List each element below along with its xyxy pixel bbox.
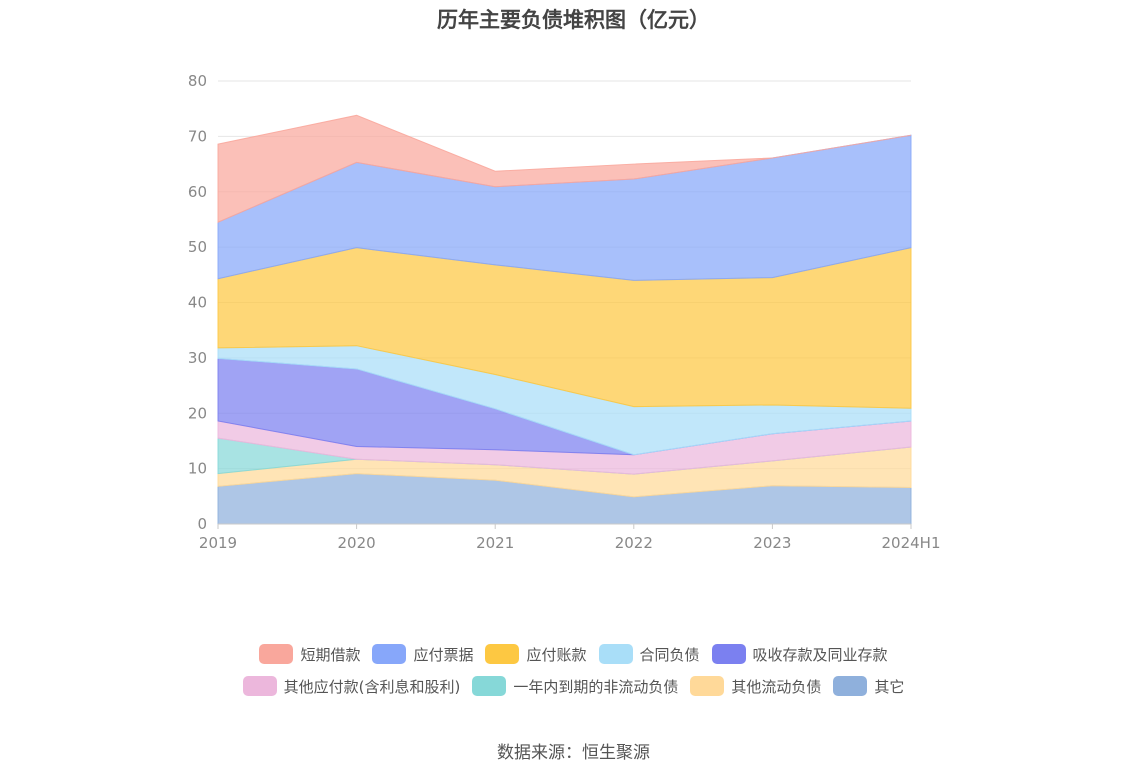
axes: 0 10 20 30 40 50 60 70 80 2019 2020 2021 2022 2023 202… xyxy=(188,72,941,552)
stacked-area-chart: 0 10 20 30 40 50 60 70 80 2019 2020 2021 2022 2023 202… xyxy=(188,72,941,552)
legend-swatch xyxy=(598,644,633,664)
legend-swatch xyxy=(242,676,277,696)
y-tick-label: 80 xyxy=(188,72,207,90)
legend-label: 其他应付款(含利息和股利) xyxy=(283,677,461,696)
legend-swatch xyxy=(690,676,725,696)
legend-label: 合同负债 xyxy=(639,645,700,664)
y-tick-label: 50 xyxy=(188,238,207,256)
source-note: 数据来源：恒生聚源 xyxy=(497,743,650,763)
area-series-短期借款 xyxy=(217,114,912,223)
legend-row: 短期借款 应付票据 应付账款 合同负债 吸收存款及同业存款 xyxy=(0,638,1147,670)
legend-swatch xyxy=(711,644,746,664)
legend-label: 其它 xyxy=(874,677,905,696)
area-series-layer xyxy=(217,114,912,525)
legend-label: 一年内到期的非流动负债 xyxy=(513,677,679,696)
legend-item[interactable]: 合同负债 xyxy=(598,644,700,665)
legend-item[interactable]: 应付账款 xyxy=(485,644,587,665)
legend: 短期借款 应付票据 应付账款 合同负债 吸收存款及同业存款 其他应付款(含利息和股利) 一… xyxy=(0,638,1147,702)
legend-label: 短期借款 xyxy=(300,645,361,664)
y-tick-label: 30 xyxy=(188,349,207,367)
legend-row: 其他应付款(含利息和股利) 一年内到期的非流动负债 其他流动负债 其它 xyxy=(0,670,1147,702)
x-tick-label: 2023 xyxy=(753,534,791,552)
legend-item[interactable]: 应付票据 xyxy=(372,644,473,665)
y-tick-label: 40 xyxy=(188,294,207,312)
legend-swatch xyxy=(833,676,868,696)
legend-item[interactable]: 其它 xyxy=(833,676,904,697)
legend-label: 其他流动负债 xyxy=(731,677,822,696)
x-tick-label: 2022 xyxy=(615,534,653,552)
y-tick-label: 70 xyxy=(188,127,207,145)
y-tick-label: 20 xyxy=(188,404,207,422)
legend-swatch xyxy=(472,676,507,696)
chart-title: 历年主要负债堆积图（亿元） xyxy=(437,8,710,32)
legend-item[interactable]: 其他流动负债 xyxy=(690,676,821,697)
x-tick-label: 2020 xyxy=(338,534,376,552)
legend-item[interactable]: 吸收存款及同业存款 xyxy=(711,644,888,665)
legend-label: 应付账款 xyxy=(526,645,587,664)
y-tick-label: 10 xyxy=(188,460,207,478)
legend-swatch xyxy=(485,644,520,664)
x-tick-label: 2024H1 xyxy=(882,534,941,552)
legend-swatch xyxy=(372,644,407,664)
legend-swatch xyxy=(259,644,294,664)
legend-item[interactable]: 其他应付款(含利息和股利) xyxy=(242,676,461,697)
y-tick-label: 60 xyxy=(188,183,207,201)
y-tick-label: 0 xyxy=(197,515,207,533)
legend-item[interactable]: 短期借款 xyxy=(259,644,360,665)
legend-item[interactable]: 一年内到期的非流动负债 xyxy=(472,676,678,697)
x-tick-label: 2021 xyxy=(476,534,514,552)
x-tick-label: 2019 xyxy=(199,534,237,552)
legend-label: 吸收存款及同业存款 xyxy=(752,645,888,664)
legend-label: 应付票据 xyxy=(413,645,474,664)
